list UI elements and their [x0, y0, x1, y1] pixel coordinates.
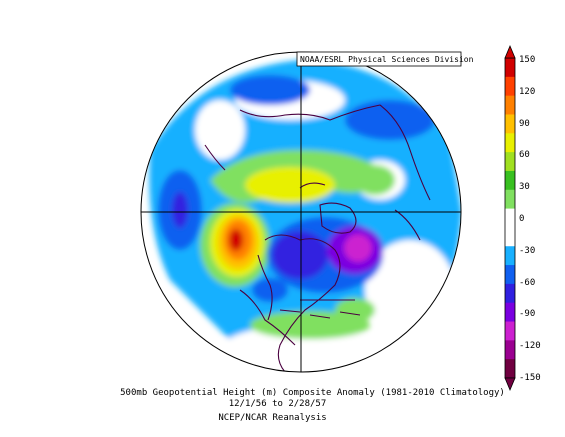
- colorbar-swatch: [505, 152, 515, 172]
- colorbar-swatch: [505, 227, 515, 247]
- colorbar: [504, 44, 516, 392]
- colorbar-swatch: [505, 246, 515, 266]
- colorbar-max-arrow: [504, 44, 516, 59]
- colorbar-tick-label: 60: [519, 150, 530, 161]
- colorbar-tick-label: -60: [519, 277, 536, 288]
- colorbar-tick-label: 0: [519, 214, 525, 224]
- colorbar-swatch: [505, 321, 515, 341]
- colorbar-tick-label: 90: [519, 118, 530, 129]
- colorbar-min-arrow: [504, 377, 516, 392]
- colorbar-swatch: [505, 95, 515, 115]
- colorbar-tick-label: 30: [519, 182, 530, 193]
- colorbar-swatch: [505, 76, 515, 97]
- colorbar-swatch: [505, 170, 515, 191]
- colorbar-tick-label: -30: [519, 245, 536, 256]
- colorbar-swatch: [505, 189, 515, 210]
- colorbar-tick-label: -90: [519, 309, 536, 320]
- colorbar-swatch: [505, 265, 515, 285]
- caption-source: NCEP/NCAR Reanalysis: [218, 413, 327, 423]
- colorbar-tick-label: -120: [519, 341, 541, 352]
- caption-dates: 12/1/56 to 2/28/57: [228, 399, 327, 409]
- colorbar-swatch: [505, 58, 515, 78]
- colorbar-swatch: [505, 302, 515, 323]
- colorbar-tick-label: 120: [519, 86, 536, 97]
- credit-label: NOAA/ESRL Physical Sciences Division: [300, 55, 474, 64]
- colorbar-tick-label: -150: [519, 373, 541, 383]
- colorbar-swatch: [505, 283, 515, 304]
- colorbar-swatch: [505, 133, 515, 153]
- caption-title: 500mb Geopotential Height (m) Composite …: [120, 388, 505, 398]
- colorbar-tick-label: 150: [519, 55, 536, 65]
- colorbar-swatch: [505, 340, 515, 360]
- colorbar-swatch: [505, 208, 515, 228]
- polar-disk: [141, 52, 461, 372]
- colorbar-swatch: [505, 114, 515, 134]
- colorbar-swatch: [505, 359, 515, 379]
